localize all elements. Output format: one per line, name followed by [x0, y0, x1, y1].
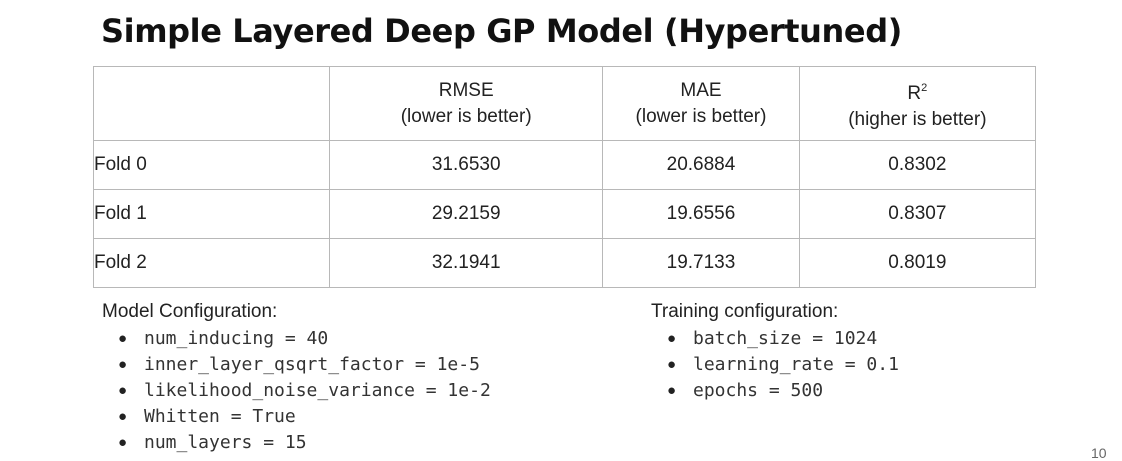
rmse-value: 32.1941 [329, 238, 604, 288]
table-header-row: RMSE (lower is better) MAE (lower is bet… [92, 66, 1037, 141]
mae-value: 19.6556 [602, 189, 800, 239]
fold-label: Fold 0 [92, 140, 331, 190]
bullet-icon: ● [118, 434, 128, 451]
r2-value: 0.8307 [798, 189, 1037, 239]
bullet-icon: ● [118, 382, 128, 399]
config-value: inner_layer_qsqrt_factor = 1e-5 [144, 354, 480, 375]
list-item: ● epochs = 500 [651, 378, 899, 404]
fold-label: Fold 2 [92, 238, 331, 288]
model-config-list: ● num_inducing = 40 ● inner_layer_qsqrt_fa… [102, 326, 491, 456]
config-value: epochs = 500 [693, 380, 824, 401]
mae-value: 20.6884 [602, 140, 800, 190]
list-item: ● likelihood_noise_variance = 1e-2 [102, 378, 491, 404]
training-config-heading: Training configuration: [651, 301, 839, 322]
header-note: (higher is better) [848, 108, 987, 130]
table-row: Fold 1 29.2159 19.6556 0.8307 [92, 189, 1037, 239]
header-rmse: RMSE (lower is better) [329, 66, 604, 141]
header-metric: RMSE [438, 79, 494, 101]
config-value: likelihood_noise_variance = 1e-2 [144, 380, 491, 401]
results-table: RMSE (lower is better) MAE (lower is bet… [92, 66, 1037, 288]
config-value: num_layers = 15 [144, 432, 307, 453]
page-number: 10 [1091, 445, 1107, 461]
bullet-icon: ● [667, 330, 677, 347]
r2-value: 0.8302 [798, 140, 1037, 190]
header-r2: R2 (higher is better) [798, 66, 1037, 141]
fold-label: Fold 1 [92, 189, 331, 239]
list-item: ● batch_size = 1024 [651, 326, 899, 352]
bullet-icon: ● [667, 382, 677, 399]
config-value: batch_size = 1024 [693, 328, 878, 349]
training-config-list: ● batch_size = 1024 ● learning_rate = 0.1 … [651, 326, 899, 404]
rmse-value: 31.6530 [329, 140, 604, 190]
bullet-icon: ● [118, 356, 128, 373]
list-item: ● Whitten = True [102, 404, 491, 430]
list-item: ● learning_rate = 0.1 [651, 352, 899, 378]
list-item: ● inner_layer_qsqrt_factor = 1e-5 [102, 352, 491, 378]
model-configuration: Model Configuration: ● num_inducing = 40 … [102, 300, 491, 456]
list-item: ● num_inducing = 40 [102, 326, 491, 352]
table-row: Fold 0 31.6530 20.6884 0.8302 [92, 140, 1037, 190]
rmse-value: 29.2159 [329, 189, 604, 239]
config-value: Whitten = True [144, 406, 296, 427]
bullet-icon: ● [667, 356, 677, 373]
config-value: num_inducing = 40 [144, 328, 329, 349]
r2-value: 0.8019 [798, 238, 1037, 288]
header-metric-base: R [907, 82, 922, 104]
list-item: ● num_layers = 15 [102, 430, 491, 456]
header-metric: R2 [800, 75, 1035, 107]
table-row: Fold 2 32.1941 19.7133 0.8019 [92, 238, 1037, 288]
training-configuration: Training configuration: ● batch_size = 10… [651, 300, 899, 404]
header-mae: MAE (lower is better) [602, 66, 800, 141]
model-config-heading: Model Configuration: [102, 301, 278, 322]
config-value: learning_rate = 0.1 [693, 354, 899, 375]
header-note: (lower is better) [400, 105, 532, 127]
bullet-icon: ● [118, 330, 128, 347]
mae-value: 19.7133 [602, 238, 800, 288]
bullet-icon: ● [118, 408, 128, 425]
slide-title: Simple Layered Deep GP Model (Hypertuned… [101, 12, 902, 50]
header-note: (lower is better) [635, 105, 767, 127]
header-metric: MAE [680, 79, 722, 101]
header-empty-cell [92, 66, 331, 141]
header-metric-superscript: 2 [921, 81, 928, 94]
